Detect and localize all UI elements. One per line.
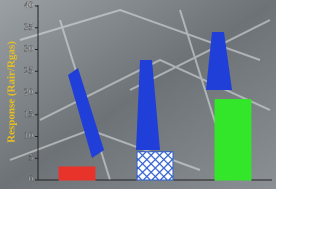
nanostructures	[68, 32, 232, 158]
y-tick-label: 10	[24, 131, 34, 141]
y-tick-label: 0	[29, 174, 34, 184]
y-tick-label: 25	[24, 65, 34, 75]
y-axis-label: Response (Rair/Rgas)	[6, 41, 18, 143]
bar	[214, 99, 252, 181]
y-tick-label: 5	[29, 152, 34, 162]
y-tick-label: 15	[24, 109, 34, 119]
y-tick-label: 35	[24, 22, 34, 32]
bar	[136, 151, 174, 181]
y-tick-label: 30	[24, 44, 34, 54]
y-tick-label: 20	[24, 87, 34, 97]
y-tick-label: 40	[24, 0, 34, 10]
bar	[58, 166, 96, 181]
chart: Response (Rair/Rgas) 0 5 10 15 20 25 30 35 40	[0, 0, 276, 189]
